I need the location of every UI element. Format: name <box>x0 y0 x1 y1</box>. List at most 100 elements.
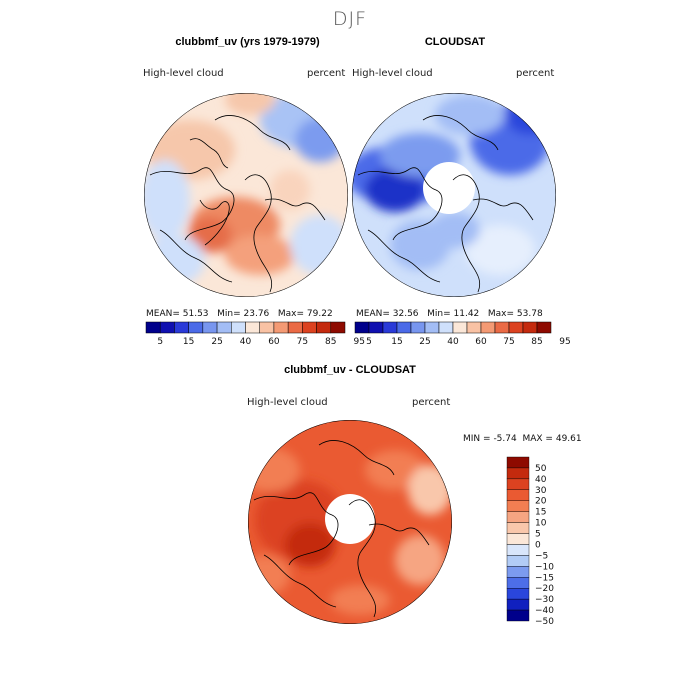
panel1-colorbar-swatch <box>216 321 232 334</box>
panel3-colorbar-tick-label: −50 <box>535 617 554 627</box>
panel1-min-value: 23.76 <box>243 309 270 319</box>
panel3-colorbar-swatch <box>506 577 530 589</box>
panel1-map <box>144 93 348 297</box>
panel3-colorbar-swatch <box>506 478 530 491</box>
panel3-colorbar-tick-label: −40 <box>535 606 554 616</box>
panel1-colorbar-swatch <box>245 321 260 334</box>
panel3-units-label: percent <box>412 397 451 408</box>
panel3-colorbar-tick-label: 20 <box>535 497 547 507</box>
panel3-colorbar-tick-label: −10 <box>535 562 554 572</box>
panel3-stats: MIN = -5.74 MAX = 49.61 <box>463 434 582 444</box>
panel2-stats: MEAN= 32.56 Min= 11.42 Max= 53.78 <box>356 309 543 319</box>
panel3-title: clubbmf_uv - CLOUDSAT <box>284 364 416 376</box>
panel1-colorbar-swatch <box>273 321 289 334</box>
panel2-colorbar-tick-label: 5 <box>366 337 372 347</box>
panel1-mean-label: MEAN= <box>146 309 180 319</box>
panel2-min-value: 11.42 <box>453 309 480 319</box>
panel2-colorbar-swatch <box>522 321 538 334</box>
panel3-colorbar-tick-label: 5 <box>535 530 541 540</box>
panel1-colorbar-swatch <box>287 321 303 334</box>
panel2-colorbar-swatch <box>494 321 510 334</box>
panel3-colorbar-tick-label: −15 <box>535 573 554 583</box>
panel3-min-label: MIN = <box>463 434 491 444</box>
panel3-colorbar-tick-label: −5 <box>535 551 548 561</box>
panel2-colorbar-swatch <box>438 321 454 334</box>
panel1-colorbar-tick-label: 60 <box>268 337 280 347</box>
panel2-min-label: Min= <box>427 309 451 319</box>
panel1-variable-label: High-level cloud <box>143 68 224 79</box>
panel1-colorbar-swatch <box>302 321 317 334</box>
panel2-colorbar-swatch <box>466 321 482 334</box>
panel1-mean-value: 51.53 <box>182 309 209 319</box>
panel2-colorbar-tick-label: 75 <box>503 337 514 347</box>
panel2-mean-value: 32.56 <box>392 309 419 319</box>
panel2-map <box>352 93 556 297</box>
panel2-colorbar-tick-label: 95 <box>559 337 570 347</box>
panel1-colorbar-swatch <box>174 321 189 334</box>
panel3-colorbar-swatch <box>506 544 530 556</box>
panel1-colorbar-tick-label: 25 <box>211 337 222 347</box>
panel3-colorbar-swatch <box>506 489 530 501</box>
panel1-min-label: Min= <box>217 309 241 319</box>
panel2-colorbar-tick-label: 85 <box>531 337 542 347</box>
panel2-max-label: Max= <box>487 309 515 319</box>
panel2-colorbar: 5 15 25 40 60 75 85 95 <box>354 321 571 347</box>
panel1-colorbar-swatch <box>259 321 275 334</box>
panel3-min-value: -5.74 <box>493 434 517 444</box>
panel3-colorbar-swatch <box>506 566 530 578</box>
panel3-variable-label: High-level cloud <box>247 397 328 408</box>
panel2-colorbar-tick-label: 25 <box>419 337 430 347</box>
panel3-colorbar-swatch <box>506 522 530 534</box>
panel1-colorbar-swatch <box>231 321 246 334</box>
panel3-colorbar-swatch <box>506 598 530 611</box>
figure-title: DJF <box>332 8 368 30</box>
panel3-max-value: 49.61 <box>555 434 582 444</box>
panel1-title: clubbmf_uv (yrs 1979-1979) <box>175 36 320 48</box>
panel3-colorbar-tick-label: 0 <box>535 540 541 550</box>
panel1-colorbar-swatch <box>145 321 161 334</box>
panel1-colorbar-swatch <box>159 321 175 334</box>
panel3-colorbar-swatch <box>506 588 530 600</box>
panel2-colorbar-swatch <box>508 321 524 334</box>
panel1-colorbar-swatch <box>316 321 332 334</box>
panel2-colorbar-swatch <box>410 321 426 334</box>
panel3-colorbar-swatch <box>506 533 530 545</box>
panel3-map <box>248 420 452 624</box>
panel2-variable-label: High-level cloud <box>352 68 433 79</box>
panel2-mean-label: MEAN= <box>356 309 390 319</box>
panel2-colorbar-swatch <box>424 321 440 334</box>
panel3-colorbar-tick-label: −20 <box>535 584 554 594</box>
panel2-colorbar-tick-label: 40 <box>447 337 459 347</box>
panel1-max-label: Max= <box>277 309 305 319</box>
panel2-colorbar-tick-label: 15 <box>391 337 402 347</box>
panel1-colorbar-tick-label: 15 <box>183 337 194 347</box>
panel1-colorbar-swatch <box>202 321 218 334</box>
panel2-title: CLOUDSAT <box>424 36 486 48</box>
panel3-colorbar-tick-label: −30 <box>535 595 554 605</box>
panel3-colorbar-swatch <box>506 500 530 512</box>
panel1-colorbar: 5 15 25 40 60 75 85 95 <box>145 321 365 347</box>
panel2-max-value: 53.78 <box>516 309 543 319</box>
panel2-units-label: percent <box>516 68 555 79</box>
panel3-max-label: MAX = <box>522 434 553 444</box>
panel1-stats: MEAN= 51.53 Min= 23.76 Max= 79.22 <box>146 309 333 319</box>
panel2-colorbar-swatch <box>368 321 384 334</box>
panel2-colorbar-swatch <box>452 321 468 334</box>
panel3-colorbar-swatch <box>506 609 530 622</box>
panel1-colorbar-swatch <box>330 321 346 334</box>
panel3-colorbar-tick-label: 10 <box>535 519 547 529</box>
panel3-colorbar-swatch <box>506 555 530 567</box>
panel3-colorbar-swatch <box>506 467 530 480</box>
panel1-max-value: 79.22 <box>306 309 333 319</box>
panel2-colorbar-swatch <box>536 321 552 334</box>
panel1-colorbar-tick-label: 85 <box>325 337 336 347</box>
panel3-colorbar-tick-label: 50 <box>535 464 547 474</box>
panel2-colorbar-swatch <box>382 321 398 334</box>
panel1-colorbar-tick-label: 95 <box>353 337 364 347</box>
panel3-colorbar-tick-label: 40 <box>535 475 547 485</box>
panel3-colorbar-tick-label: 30 <box>535 486 547 496</box>
panel3-colorbar-swatch <box>506 456 530 469</box>
panel3-colorbar-swatch <box>506 511 530 523</box>
panel2-colorbar-swatch <box>354 321 370 334</box>
